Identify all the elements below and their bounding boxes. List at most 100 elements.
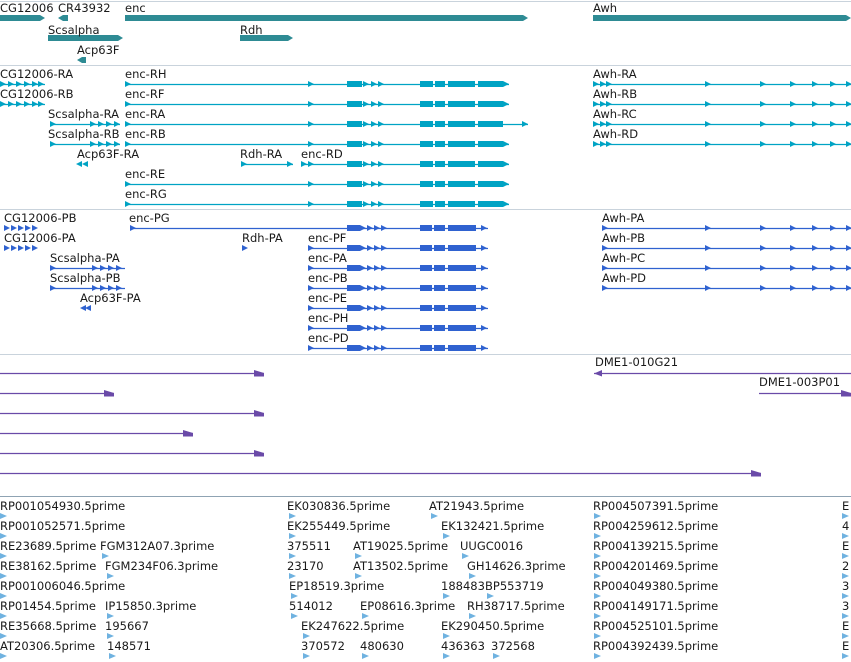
transcript-awh-rd-exon[interactable] xyxy=(790,141,796,147)
feature-label-est[interactable]: RP004139215.5prime xyxy=(593,539,718,553)
feature-label-est[interactable]: E xyxy=(842,539,849,553)
transcript-enc-rf-exon[interactable] xyxy=(448,101,475,107)
transcript-enc-rg-exon[interactable] xyxy=(347,201,362,207)
gene-glyph-cr43932[interactable] xyxy=(58,15,68,21)
clone-glyph-end[interactable] xyxy=(751,470,761,477)
protein-awh-p0-exon[interactable] xyxy=(760,225,766,231)
transcript-awh-ra-exon[interactable] xyxy=(812,81,818,87)
transcript-scsalpha-exon[interactable] xyxy=(50,141,56,147)
feature-label-gene[interactable]: Acp63F xyxy=(77,43,120,57)
protein-enc-pd-exon[interactable] xyxy=(367,345,373,351)
feature-label-protein[interactable]: enc-PD xyxy=(308,331,349,345)
transcript-scsalpha-exon[interactable] xyxy=(114,141,120,147)
transcript-enc-rd-exon[interactable] xyxy=(308,161,314,167)
transcript-awh-ra-exon[interactable] xyxy=(760,81,766,87)
transcript-enc-ra-exon[interactable] xyxy=(363,121,369,127)
protein-enc-ph-exon[interactable] xyxy=(360,325,366,331)
transcript-scsalpha-exon[interactable] xyxy=(106,121,112,127)
est-glyph[interactable] xyxy=(594,593,601,599)
feature-label-est[interactable]: BP553719 xyxy=(485,579,544,593)
feature-label-transcript[interactable]: enc-RH xyxy=(125,67,166,81)
protein-awh-p3-exon[interactable] xyxy=(830,285,836,291)
protein-enc-pg-exon[interactable] xyxy=(367,225,373,231)
transcript-enc-re-exon[interactable] xyxy=(125,181,131,187)
clone-glyph-end[interactable] xyxy=(254,450,264,457)
transcript-acp63f-exon[interactable] xyxy=(76,161,82,167)
protein-awh-p1-exon[interactable] xyxy=(760,245,766,251)
feature-label-est[interactable]: EP08616.3prime xyxy=(360,599,455,613)
transcript-enc-rb-exon[interactable] xyxy=(363,141,369,147)
transcript-cg12006-exon[interactable] xyxy=(0,81,6,87)
est-glyph[interactable] xyxy=(594,573,601,579)
transcript-enc-rd-exon[interactable] xyxy=(347,161,362,167)
transcript-enc-rf-exon[interactable] xyxy=(435,101,445,107)
est-glyph[interactable] xyxy=(289,533,296,539)
feature-label-est[interactable]: AT21943.5prime xyxy=(429,499,524,513)
feature-label-est[interactable]: UUGC0016 xyxy=(460,539,523,553)
feature-label-est[interactable]: 3 xyxy=(842,599,849,613)
protein-enc-pe-exon[interactable] xyxy=(360,305,366,311)
est-glyph[interactable] xyxy=(443,653,450,659)
feature-label-est[interactable]: EK132421.5prime xyxy=(441,519,544,533)
feature-label-est[interactable]: 2 xyxy=(842,559,849,573)
feature-label-gene[interactable]: Rdh xyxy=(240,23,263,37)
transcript-enc-rd-exon[interactable] xyxy=(363,161,369,167)
feature-label-est[interactable]: AT20306.5prime xyxy=(0,639,95,653)
protein-enc-pf-exon[interactable] xyxy=(360,245,366,251)
feature-label-transcript[interactable]: CG12006-RA xyxy=(0,67,73,81)
est-glyph[interactable] xyxy=(431,513,438,519)
est-glyph[interactable] xyxy=(594,533,601,539)
feature-label-est[interactable]: EK030836.5prime xyxy=(287,499,390,513)
est-glyph[interactable] xyxy=(102,553,109,559)
transcript-enc-ra-exon[interactable] xyxy=(448,121,475,127)
transcript-awh-rc-exon[interactable] xyxy=(812,121,818,127)
protein-enc-ph-exon[interactable] xyxy=(481,325,487,331)
transcript-awh-rd-exon[interactable] xyxy=(846,141,851,147)
protein-awh-p0-exon[interactable] xyxy=(846,225,851,231)
transcript-enc-rh-exon[interactable] xyxy=(125,81,131,87)
transcript-enc-rg-exon[interactable] xyxy=(363,201,369,207)
feature-label-est[interactable]: 3 xyxy=(842,579,849,593)
transcript-enc-re-exon[interactable] xyxy=(503,181,509,187)
protein-cg12006-exon[interactable] xyxy=(25,245,31,251)
transcript-acp63f-exon[interactable] xyxy=(82,161,88,167)
transcript-awh-rb-exon[interactable] xyxy=(593,101,599,107)
protein-enc-pf-exon[interactable] xyxy=(308,245,314,251)
transcript-enc-rg-exon[interactable] xyxy=(448,201,475,207)
feature-label-transcript[interactable]: Acp63F-RA xyxy=(77,147,139,161)
est-glyph[interactable] xyxy=(0,613,7,619)
transcript-enc-rg-exon[interactable] xyxy=(378,201,384,207)
protein-enc-pf-exon[interactable] xyxy=(347,245,360,251)
transcript-enc-rd-exon[interactable] xyxy=(503,161,509,167)
est-glyph[interactable] xyxy=(842,653,849,659)
transcript-enc-re-exon[interactable] xyxy=(478,181,503,187)
protein-cg12006-exon[interactable] xyxy=(25,225,31,231)
feature-label-est[interactable]: 188483 xyxy=(441,579,485,593)
transcript-awh-rb-exon[interactable] xyxy=(600,101,606,107)
feature-label-protein[interactable]: CG12006-PA xyxy=(4,231,76,245)
protein-awh-p3-exon[interactable] xyxy=(812,285,818,291)
clone-glyph-end[interactable] xyxy=(254,410,264,417)
transcript-enc-rh-exon[interactable] xyxy=(347,81,362,87)
clone-glyph-dme1-010g21-end[interactable] xyxy=(594,370,602,377)
feature-label-clone[interactable]: DME1-010G21 xyxy=(595,355,678,369)
transcript-enc-rf-exon[interactable] xyxy=(503,101,509,107)
protein-awh-p1-exon[interactable] xyxy=(846,245,851,251)
protein-enc-pf-exon[interactable] xyxy=(374,245,380,251)
protein-awh-p0-exon[interactable] xyxy=(830,225,836,231)
est-glyph[interactable] xyxy=(594,553,601,559)
feature-label-transcript[interactable]: enc-RB xyxy=(125,127,166,141)
protein-scsalpha-exon[interactable] xyxy=(50,285,56,291)
est-glyph[interactable] xyxy=(0,553,7,559)
feature-label-est[interactable]: IP15850.3prime xyxy=(105,599,196,613)
transcript-cg12006-exon[interactable] xyxy=(8,81,14,87)
feature-label-est[interactable]: GH14626.3prime xyxy=(467,559,566,573)
protein-scsalpha-exon[interactable] xyxy=(50,265,56,271)
protein-enc-pf-exon[interactable] xyxy=(420,245,432,251)
transcript-cg12006-exon[interactable] xyxy=(24,101,30,107)
gene-glyph-rdh[interactable] xyxy=(240,35,293,41)
feature-label-est[interactable]: 372568 xyxy=(491,639,535,653)
transcript-enc-rd-exon[interactable] xyxy=(478,161,503,167)
transcript-awh-rd-exon[interactable] xyxy=(760,141,766,147)
transcript-scsalpha-exon[interactable] xyxy=(114,121,120,127)
